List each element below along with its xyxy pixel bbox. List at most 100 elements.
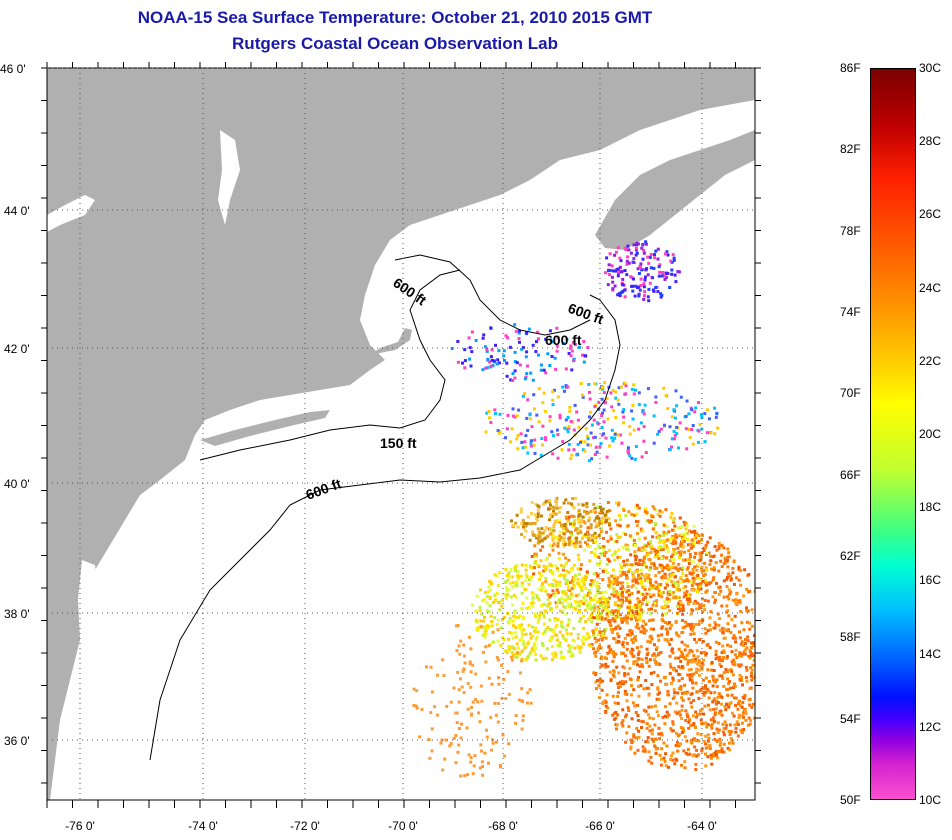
sst-pixel bbox=[564, 541, 568, 545]
sst-yellow-pixel bbox=[542, 613, 546, 617]
sst-warm-pixel bbox=[595, 622, 599, 626]
sst-pixel bbox=[587, 537, 591, 541]
sst-mixed-pixel bbox=[682, 586, 686, 590]
sst-cold-pixel bbox=[653, 256, 657, 260]
sst-mixed-pixel bbox=[631, 575, 635, 579]
sst-pixel bbox=[584, 427, 588, 431]
sst-warm-pixel bbox=[702, 569, 706, 573]
sst-mixed-pixel bbox=[587, 592, 591, 595]
sst-cold-pixel bbox=[630, 284, 634, 288]
sst-warm-pixel bbox=[740, 705, 744, 709]
sst-mixed-pixel bbox=[613, 574, 617, 578]
sst-yellow-pixel bbox=[488, 579, 492, 583]
sst-pixel bbox=[573, 519, 576, 523]
colorbar-fahrenheit-label: 86F bbox=[840, 61, 861, 75]
sst-mixed-pixel bbox=[611, 579, 615, 583]
sst-warm-pixel bbox=[710, 722, 714, 726]
sst-mixed-pixel bbox=[660, 566, 664, 570]
sst-mixed-pixel bbox=[692, 541, 696, 545]
sst-mixed-pixel bbox=[614, 616, 618, 620]
sst-sparse-pixel bbox=[457, 727, 461, 730]
sst-warm-pixel bbox=[616, 604, 620, 608]
sst-mixed-pixel bbox=[576, 517, 580, 521]
colorbar-celsius-label: 14C bbox=[919, 646, 942, 661]
sst-warm-pixel bbox=[697, 668, 701, 672]
sst-pixel bbox=[595, 522, 599, 526]
sst-mixed-pixel bbox=[664, 581, 668, 585]
sst-yellow-pixel bbox=[531, 625, 535, 629]
sst-sparse-pixel bbox=[468, 660, 472, 664]
sst-mixed-pixel bbox=[622, 531, 626, 535]
sst-warm-pixel bbox=[720, 604, 724, 608]
sst-pixel bbox=[541, 502, 545, 506]
sst-mixed-pixel bbox=[648, 540, 652, 544]
sst-warm-pixel bbox=[611, 659, 615, 663]
sst-warm-pixel bbox=[709, 581, 713, 585]
sst-yellow-pixel bbox=[587, 617, 591, 621]
sst-warm-pixel bbox=[672, 695, 676, 699]
sst-cold-pixel bbox=[481, 368, 485, 372]
sst-sparse-pixel bbox=[469, 760, 473, 764]
sst-pixel bbox=[536, 537, 540, 541]
sst-pixel bbox=[494, 412, 497, 416]
sst-warm-pixel bbox=[707, 689, 711, 693]
sst-sparse-pixel bbox=[517, 698, 521, 702]
sst-warm-pixel bbox=[652, 739, 656, 743]
sst-mixed-pixel bbox=[652, 593, 656, 597]
sst-warm-pixel bbox=[742, 715, 745, 719]
sst-pixel bbox=[709, 431, 713, 435]
sst-pixel bbox=[576, 531, 580, 535]
lat-label-38: 38 0' bbox=[4, 607, 30, 621]
sst-warm-pixel bbox=[722, 742, 726, 746]
sst-yellow-pixel bbox=[515, 574, 519, 578]
sst-yellow-pixel bbox=[514, 582, 518, 586]
sst-mixed-pixel bbox=[675, 605, 679, 608]
sst-warm-pixel bbox=[721, 750, 725, 754]
colorbar-fahrenheit-label: 82F bbox=[840, 142, 861, 157]
sst-mixed-pixel bbox=[605, 530, 608, 534]
sst-pixel bbox=[698, 423, 702, 427]
sst-yellow-pixel bbox=[555, 633, 559, 637]
sst-warm-pixel bbox=[600, 688, 604, 692]
sst-warm-pixel bbox=[751, 654, 755, 658]
sst-warm-pixel bbox=[609, 624, 613, 628]
sst-mixed-pixel bbox=[677, 583, 680, 587]
sst-warm-pixel bbox=[748, 722, 752, 726]
sst-warm-pixel bbox=[722, 726, 726, 730]
sst-yellow-pixel bbox=[563, 605, 567, 609]
sst-warm-pixel bbox=[714, 623, 718, 627]
sst-pixel bbox=[496, 429, 500, 433]
sst-warm-pixel bbox=[630, 609, 634, 613]
sst-mixed-pixel bbox=[652, 547, 656, 551]
sst-warm-pixel bbox=[650, 728, 654, 732]
sst-pixel bbox=[608, 444, 611, 448]
sst-cold-pixel bbox=[536, 330, 540, 334]
sst-mixed-pixel bbox=[613, 552, 617, 555]
sst-mixed-pixel bbox=[633, 552, 637, 556]
sst-pixel bbox=[616, 398, 620, 402]
sst-yellow-pixel bbox=[510, 651, 514, 655]
sst-yellow-pixel bbox=[573, 646, 577, 650]
sst-warm-pixel bbox=[750, 608, 754, 612]
sst-warm-pixel bbox=[708, 747, 712, 751]
sst-mixed-pixel bbox=[630, 513, 634, 517]
sst-mixed-pixel bbox=[634, 544, 637, 547]
sst-pixel bbox=[566, 385, 570, 389]
sst-mixed-pixel bbox=[586, 530, 590, 534]
sst-mixed-pixel bbox=[681, 539, 684, 543]
sst-warm-pixel bbox=[737, 599, 741, 603]
sst-warm-pixel bbox=[640, 624, 644, 628]
sst-warm-pixel bbox=[675, 631, 678, 635]
sst-mixed-pixel bbox=[583, 548, 586, 552]
sst-mixed-pixel bbox=[616, 535, 620, 539]
sst-warm-pixel bbox=[758, 656, 761, 659]
sst-warm-pixel bbox=[694, 657, 698, 661]
sst-yellow-pixel bbox=[555, 605, 559, 609]
sst-pixel bbox=[572, 448, 576, 452]
sst-warm-pixel bbox=[656, 653, 660, 657]
sst-warm-pixel bbox=[686, 597, 689, 601]
sst-warm-pixel bbox=[715, 753, 718, 757]
sst-yellow-pixel bbox=[543, 609, 547, 613]
sst-mixed-pixel bbox=[683, 591, 687, 595]
sst-cold-pixel bbox=[567, 352, 571, 355]
